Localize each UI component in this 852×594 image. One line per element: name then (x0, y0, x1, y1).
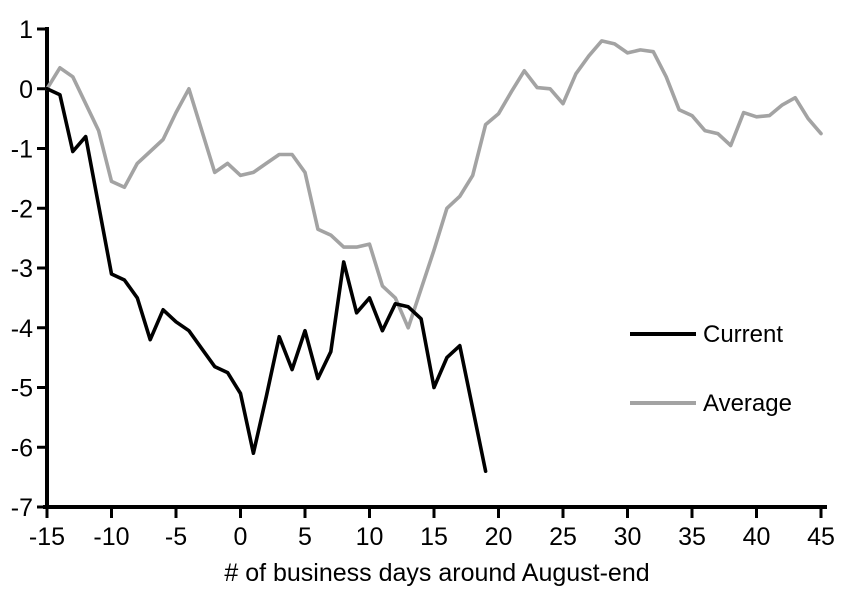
x-tick-label: 30 (614, 523, 642, 551)
y-tick-label: 1 (19, 16, 33, 44)
axes: 10-1-2-3-4-5-6-7-15 -10 -5 0 5 10 15 20 25 30 35 40… (11, 16, 835, 551)
x-tick-label: 10 (356, 523, 384, 551)
x-tick-label: -10 (93, 523, 129, 551)
series-lines (45, 39, 823, 474)
x-tick-label: 5 (298, 523, 312, 551)
x-tick-label: 25 (549, 523, 577, 551)
x-tick-label: 40 (743, 523, 771, 551)
y-tick-label: 0 (19, 76, 33, 104)
x-tick-label: 0 (234, 523, 248, 551)
x-tick-label: 15 (420, 523, 448, 551)
y-tick-label: -2 (11, 195, 33, 223)
series-line-current (45, 87, 488, 474)
legend-item-average: Average (630, 390, 792, 417)
x-tick-label: 20 (485, 523, 513, 551)
x-tick-label: 35 (678, 523, 706, 551)
legend: Current Average (630, 321, 792, 417)
x-tick-label: -15 (29, 523, 65, 551)
y-tick-label: -1 (11, 136, 33, 164)
x-tick-label: 45 (807, 523, 835, 551)
y-tick-label: -6 (11, 434, 33, 462)
series-line-average (45, 39, 823, 330)
y-tick-label: -3 (11, 255, 33, 283)
y-tick-label: -5 (11, 375, 33, 403)
legend-label-average: Average (703, 390, 792, 417)
x-axis-title: # of business days around August-end (224, 559, 649, 587)
legend-label-current: Current (703, 321, 783, 348)
legend-item-current: Current (630, 321, 783, 348)
x-tick-label: -5 (165, 523, 187, 551)
y-tick-label: -4 (11, 315, 33, 343)
y-tick-label: -7 (11, 494, 33, 522)
